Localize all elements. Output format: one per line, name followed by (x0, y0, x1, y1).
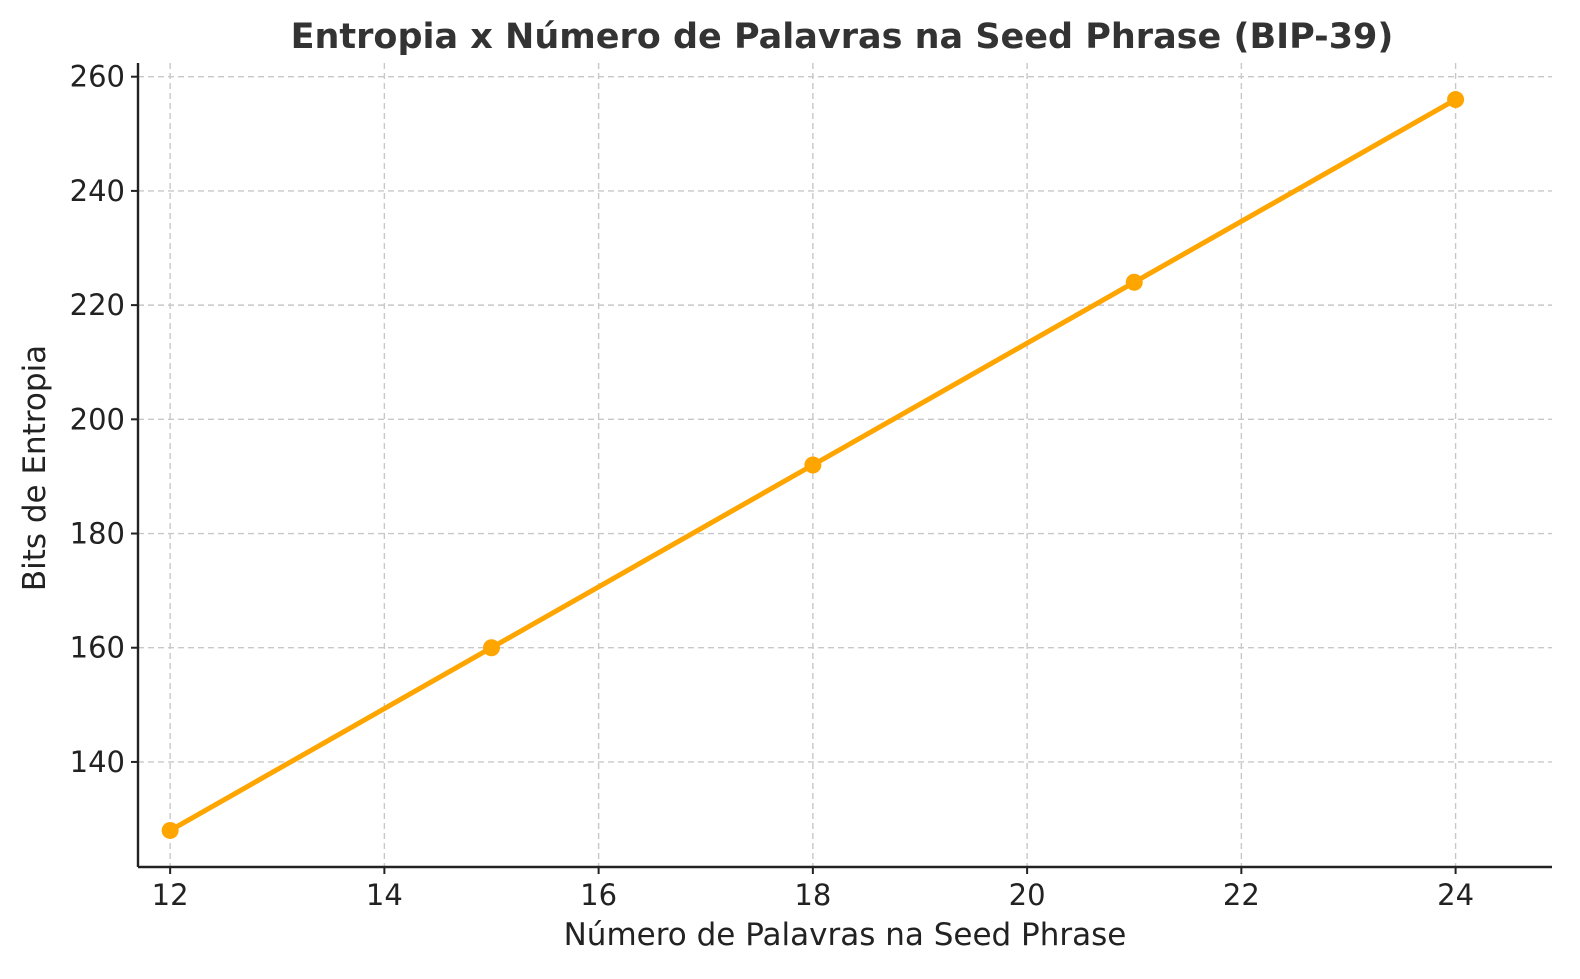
y-tick-label: 140 (70, 745, 125, 779)
x-tick-label: 12 (152, 878, 189, 912)
data-point (1447, 91, 1465, 109)
y-tick-label: 260 (70, 60, 125, 94)
y-tick-label: 200 (70, 402, 125, 436)
chart-title: Entropia x Número de Palavras na Seed Ph… (291, 17, 1394, 57)
data-point (483, 639, 500, 657)
data-series (161, 91, 1465, 839)
axes (136, 63, 1552, 869)
grid-lines (138, 63, 1552, 867)
y-tick-label: 160 (70, 631, 125, 665)
x-tick-label: 16 (580, 878, 617, 912)
x-axis-label: Número de Palavras na Seed Phrase (564, 917, 1127, 953)
x-tick-label: 20 (1009, 878, 1046, 912)
y-axis-label: Bits de Entropia (17, 345, 53, 591)
y-tick-label: 180 (70, 517, 125, 551)
data-point (1125, 273, 1143, 291)
x-tick-label: 18 (794, 878, 831, 912)
y-tick-label: 240 (70, 174, 125, 208)
x-tick-label: 14 (366, 878, 403, 912)
x-tick-label: 22 (1223, 878, 1260, 912)
data-point (161, 821, 179, 839)
axis-ticks: 12 14 16 18 20 22 24 140 160 180 200 220 240 260 (70, 60, 1474, 912)
y-tick-label: 220 (70, 288, 125, 322)
data-point (804, 456, 822, 474)
x-tick-label: 24 (1437, 878, 1474, 912)
